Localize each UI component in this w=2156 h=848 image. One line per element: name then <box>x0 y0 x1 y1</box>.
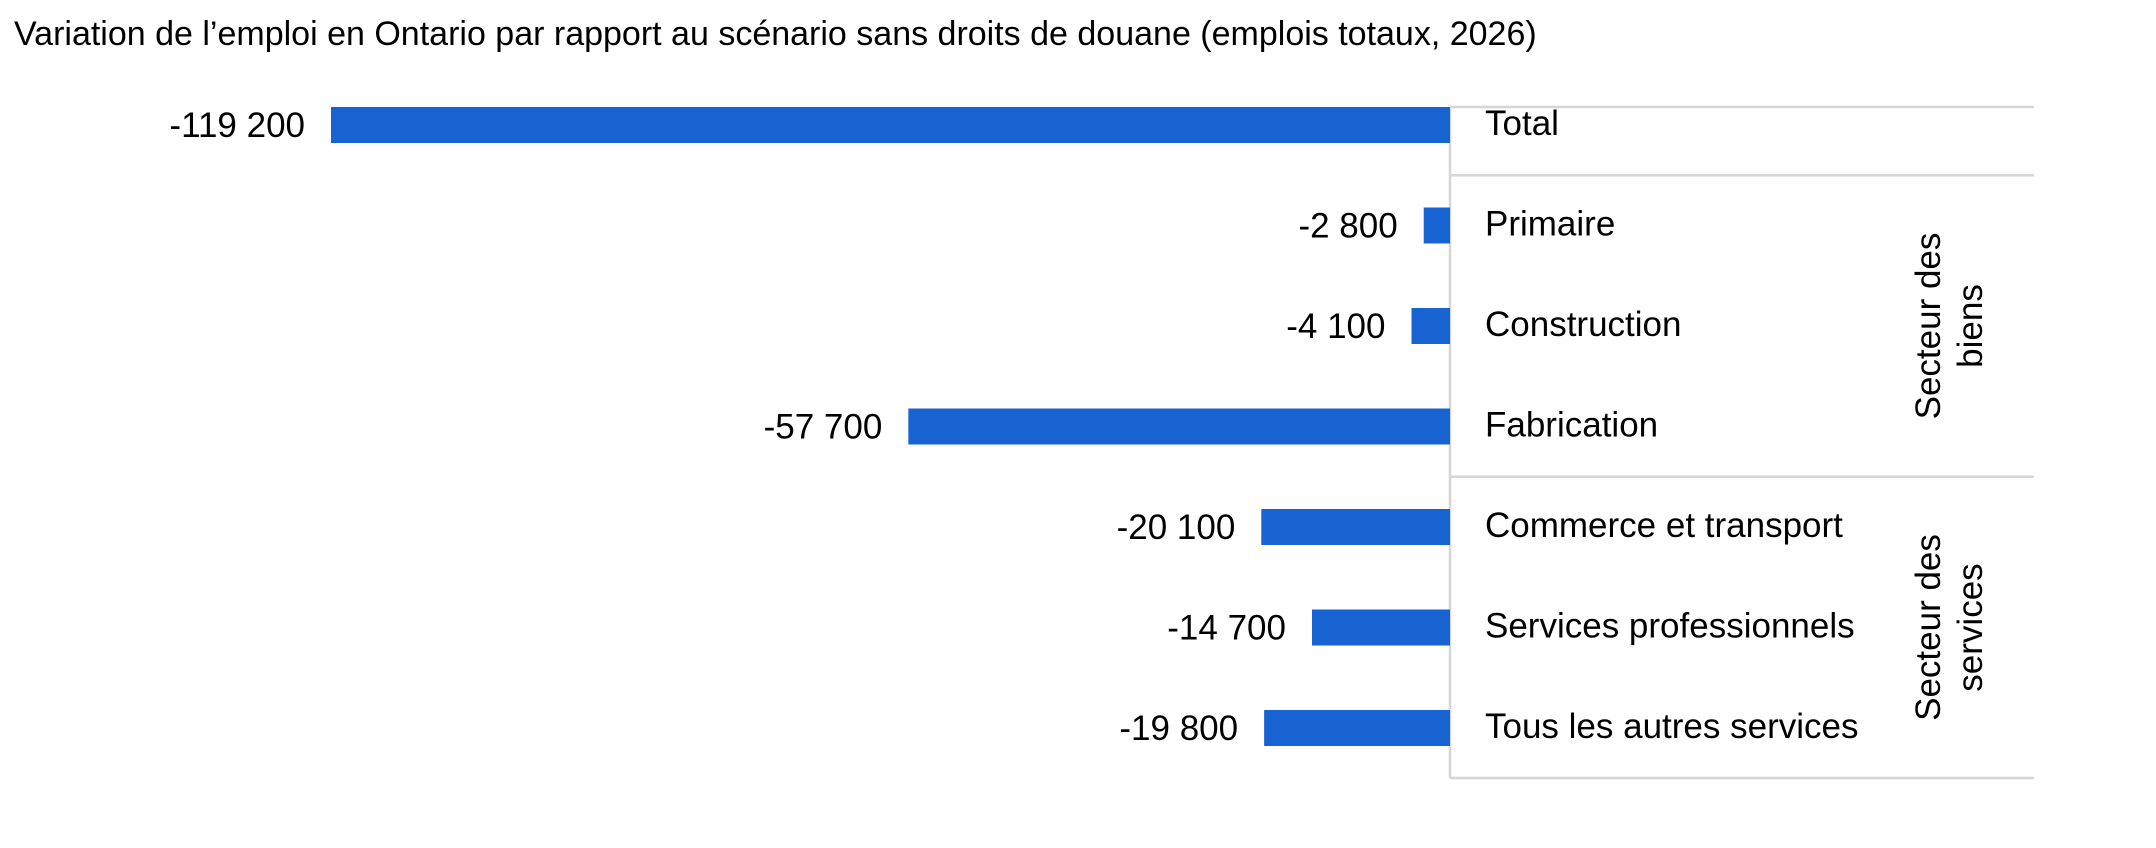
category-label-commerce-et-transport: Commerce et transport <box>1485 506 1843 545</box>
bar-services-professionnels <box>1312 609 1450 646</box>
category-label-tous-les-autres-services: Tous les autres services <box>1485 707 1858 746</box>
bar-commerce-et-transport <box>1261 509 1450 545</box>
group-label-line: Secteur des <box>1909 534 1948 721</box>
bar-primaire <box>1423 207 1450 244</box>
value-labels: -119 200 -2 800 -4 100 -57 700 -20 100 -14 70… <box>169 106 1397 748</box>
group-label-biens: Secteur desbiens <box>1909 233 1990 420</box>
bar-tous-les-autres-services <box>1264 710 1450 746</box>
value-label-total: -119 200 <box>169 106 305 145</box>
category-label-fabrication: Fabrication <box>1485 406 1658 445</box>
category-label-services-professionnels: Services professionnels <box>1485 607 1855 646</box>
value-label-primaire: -2 800 <box>1298 207 1397 246</box>
bar-total <box>331 107 1450 143</box>
group-label-line: services <box>1951 563 1990 691</box>
bar-construction <box>1411 308 1450 344</box>
category-label-primaire: Primaire <box>1485 205 1615 244</box>
group-label-services: Secteur desservices <box>1909 534 1990 721</box>
chart-title: Variation de l’emploi en Ontario par rap… <box>14 15 1537 53</box>
group-label-line: Secteur des <box>1909 233 1948 420</box>
category-label-total: Total <box>1485 104 1559 143</box>
group-label-line: biens <box>1951 284 1990 368</box>
bar-fabrication <box>908 408 1450 445</box>
value-label-commerce-et-transport: -20 100 <box>1117 508 1236 547</box>
value-label-tous-les-autres-services: -19 800 <box>1119 709 1238 748</box>
category-label-construction: Construction <box>1485 305 1681 344</box>
value-label-construction: -4 100 <box>1286 307 1385 346</box>
value-label-services-professionnels: -14 700 <box>1167 609 1286 648</box>
value-label-fabrication: -57 700 <box>764 408 883 447</box>
bars <box>331 107 1450 746</box>
category-labels: Total Primaire Construction Fabrication Comm… <box>1485 104 1858 746</box>
